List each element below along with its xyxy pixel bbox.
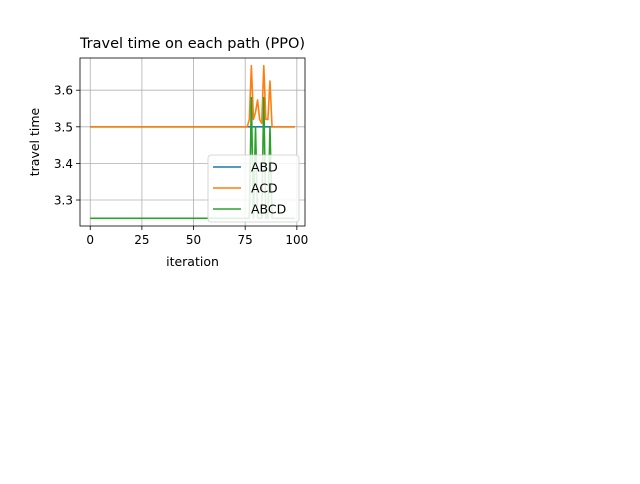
legend-entry-abd: ABD (251, 160, 278, 175)
y-tick-label: 3.3 (54, 194, 73, 208)
legend-box (207, 154, 300, 223)
x-axis-label: iteration (166, 254, 219, 269)
y-tick-label: 3.6 (54, 84, 73, 98)
legend-entry-abcd: ABCD (251, 202, 286, 217)
chart-title: Travel time on each path (PPO) (79, 36, 305, 52)
plot-frame (79, 57, 306, 227)
legend: ABD ACD ABCD (207, 154, 300, 223)
x-tick-label: 25 (134, 233, 149, 247)
x-tick-label: 50 (186, 233, 201, 247)
series-line-acd (90, 64, 295, 128)
x-tick-label: 100 (285, 233, 308, 247)
y-tick-label: 3.5 (54, 120, 73, 134)
axis-ticks: 0 25 50 75 100 3.3 3.4 3.5 3.6 (54, 84, 308, 247)
y-axis-label: travel time (27, 107, 42, 176)
x-tick-label: 0 (86, 233, 94, 247)
y-tick-label: 3.4 (54, 157, 73, 171)
x-tick-label: 75 (238, 233, 253, 247)
legend-entry-acd: ACD (251, 181, 278, 196)
